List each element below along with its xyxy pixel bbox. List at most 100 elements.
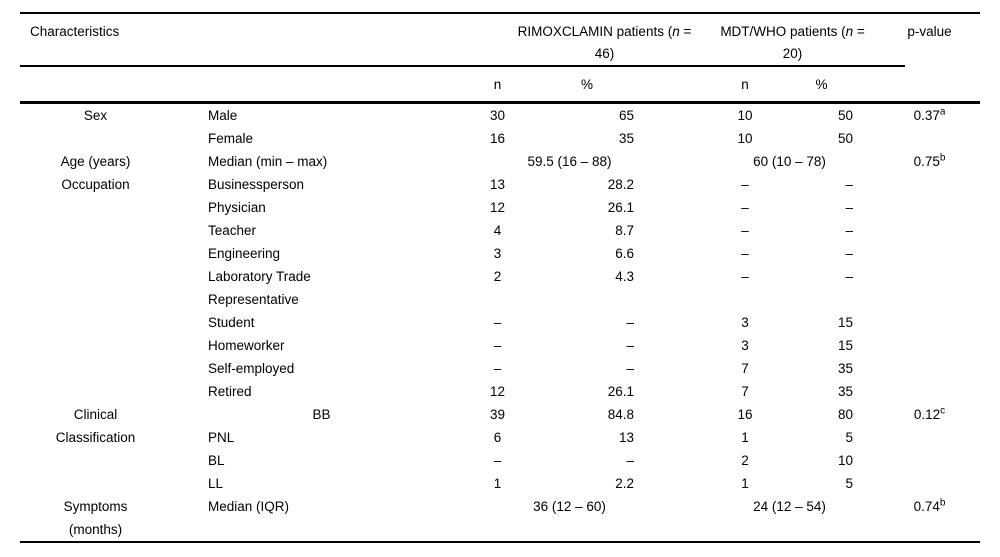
item-label: Homeworker: [208, 338, 285, 353]
p1-cell: 2.2: [615, 476, 635, 491]
item-cell: Physician: [185, 196, 435, 219]
n1-cell: 3: [493, 246, 502, 261]
table-row: Occupation Businessperson 13 28.2 – –: [20, 173, 980, 196]
n2-cell: 10: [737, 131, 753, 146]
item-label: Median (min – max): [208, 154, 328, 169]
empty-cell: [20, 66, 435, 104]
table-row: Physician 12 26.1 – –: [20, 196, 980, 219]
p-value-superscript: a: [939, 106, 946, 118]
p-value-cell: 0.12c: [905, 403, 980, 426]
group2-n-variable: n: [845, 24, 854, 39]
item-cell: Businessperson: [185, 173, 435, 196]
table-row: Symptoms (months) Median (IQR) 36 (12 – …: [20, 495, 980, 542]
p-value-superscript: c: [940, 405, 946, 417]
n1-cell: 13: [489, 177, 506, 192]
table-row: BL – – 2 10: [20, 449, 980, 472]
p1-cell: 35: [618, 131, 635, 146]
n-subheader-mdt: n: [660, 66, 791, 104]
n1-cell: –: [493, 338, 502, 353]
n2-cell: –: [741, 177, 749, 192]
n2-cell: 10: [737, 108, 753, 123]
group1-n-variable: n: [672, 24, 680, 39]
item-cell: Self-employed: [185, 357, 435, 380]
p2-cell: –: [845, 177, 854, 192]
p2-cell: –: [845, 223, 854, 238]
table-row: Laboratory Trade Representative 2 4.3 – …: [20, 265, 980, 311]
pct-subheader-rimoxclamin: %: [540, 66, 661, 104]
n-subheader-rimoxclamin: n: [435, 66, 540, 104]
group2-pre: MDT/WHO patients (: [720, 24, 846, 39]
p2-cell: –: [845, 200, 854, 215]
p1-cell: 65: [618, 108, 635, 123]
item-cell: Female: [185, 127, 435, 150]
n1-cell: –: [493, 361, 502, 376]
p-value-cell: 0.37a: [905, 103, 980, 128]
n2-cell: 3: [741, 315, 749, 330]
p2-cell: 10: [838, 453, 854, 468]
item-cell: PNL: [185, 426, 435, 449]
n1-cell: 30: [489, 108, 506, 123]
item-cell: Median (min – max): [185, 150, 435, 173]
p-value-superscript: b: [939, 152, 946, 164]
item-label: Retired: [208, 384, 252, 399]
item-cell: BB: [185, 403, 435, 426]
n1-cell: 1: [493, 476, 502, 491]
n2-cell: 3: [741, 338, 749, 353]
characteristics-header: Characteristics: [20, 13, 435, 67]
category-cell-clinical-classification: Clinical Classification: [20, 403, 185, 495]
p2-cell: 50: [838, 108, 854, 123]
p1-cell: –: [626, 315, 635, 330]
item-cell: Median (IQR): [185, 495, 435, 542]
table-row: Teacher 4 8.7 – –: [20, 219, 980, 242]
item-label: PNL: [208, 430, 235, 445]
p1-cell: –: [626, 338, 635, 353]
n2-cell: 1: [741, 430, 749, 445]
table-row: Self-employed – – 7 35: [20, 357, 980, 380]
item-cell: Teacher: [185, 219, 435, 242]
n2-cell: –: [741, 223, 749, 238]
table-row: Student – – 3 15: [20, 311, 980, 334]
item-label: Laboratory Trade Representative: [208, 269, 311, 307]
item-label: Self-employed: [208, 361, 295, 376]
p2-cell: –: [845, 246, 854, 261]
p2-cell: 5: [845, 476, 854, 491]
table-row: LL 1 2.2 1 5: [20, 472, 980, 495]
item-label: Businessperson: [208, 177, 305, 192]
p1-cell: 13: [618, 430, 635, 445]
n2-cell: 2: [741, 453, 749, 468]
n1-cell: –: [493, 453, 502, 468]
rimoxclamin-group-header: RIMOXCLAMIN patients (n = 46): [435, 13, 691, 67]
p-value-superscript: b: [939, 497, 946, 509]
merged-mdt-median-cell: 24 (12 – 54): [753, 499, 826, 514]
category-label: Occupation: [61, 177, 130, 192]
item-label: Female: [208, 131, 254, 146]
p1-cell: 4.3: [615, 269, 635, 284]
merged-rimox-median-cell: 59.5 (16 – 88): [527, 154, 612, 169]
item-cell: LL: [185, 472, 435, 495]
item-label: LL: [208, 476, 224, 491]
p-value-cell: 0.75b: [905, 150, 980, 173]
n2-cell: –: [741, 200, 749, 215]
table-header-row: Characteristics RIMOXCLAMIN patients (n …: [20, 13, 981, 104]
n2-cell: 7: [741, 361, 749, 376]
merged-rimox-median-cell: 36 (12 – 60): [533, 499, 606, 514]
group1-eq: =: [679, 24, 692, 39]
group1-count: 46): [594, 46, 615, 61]
p-value-number: 0.74: [913, 499, 940, 514]
item-cell: Engineering: [185, 242, 435, 265]
p1-cell: 6.6: [615, 246, 635, 261]
table-row: Retired 12 26.1 7 35: [20, 380, 980, 403]
n1-cell: 16: [489, 131, 506, 146]
p2-cell: 15: [838, 315, 854, 330]
table-row: Age (years) Median (min – max) 59.5 (16 …: [20, 150, 980, 173]
p1-cell: 26.1: [607, 200, 635, 215]
n1-cell: 2: [493, 269, 502, 284]
item-label: Teacher: [208, 223, 257, 238]
table-row: Clinical Classification BB 39 84.8 16 80…: [20, 403, 980, 445]
table-row: Sex Male 30 65 10 50 0.37a: [20, 103, 980, 128]
n1-cell: 39: [489, 407, 506, 422]
category-cell-symptoms: Symptoms (months): [20, 495, 185, 542]
table-row: Engineering 3 6.6 – –: [20, 242, 980, 265]
item-label: Engineering: [208, 246, 281, 261]
